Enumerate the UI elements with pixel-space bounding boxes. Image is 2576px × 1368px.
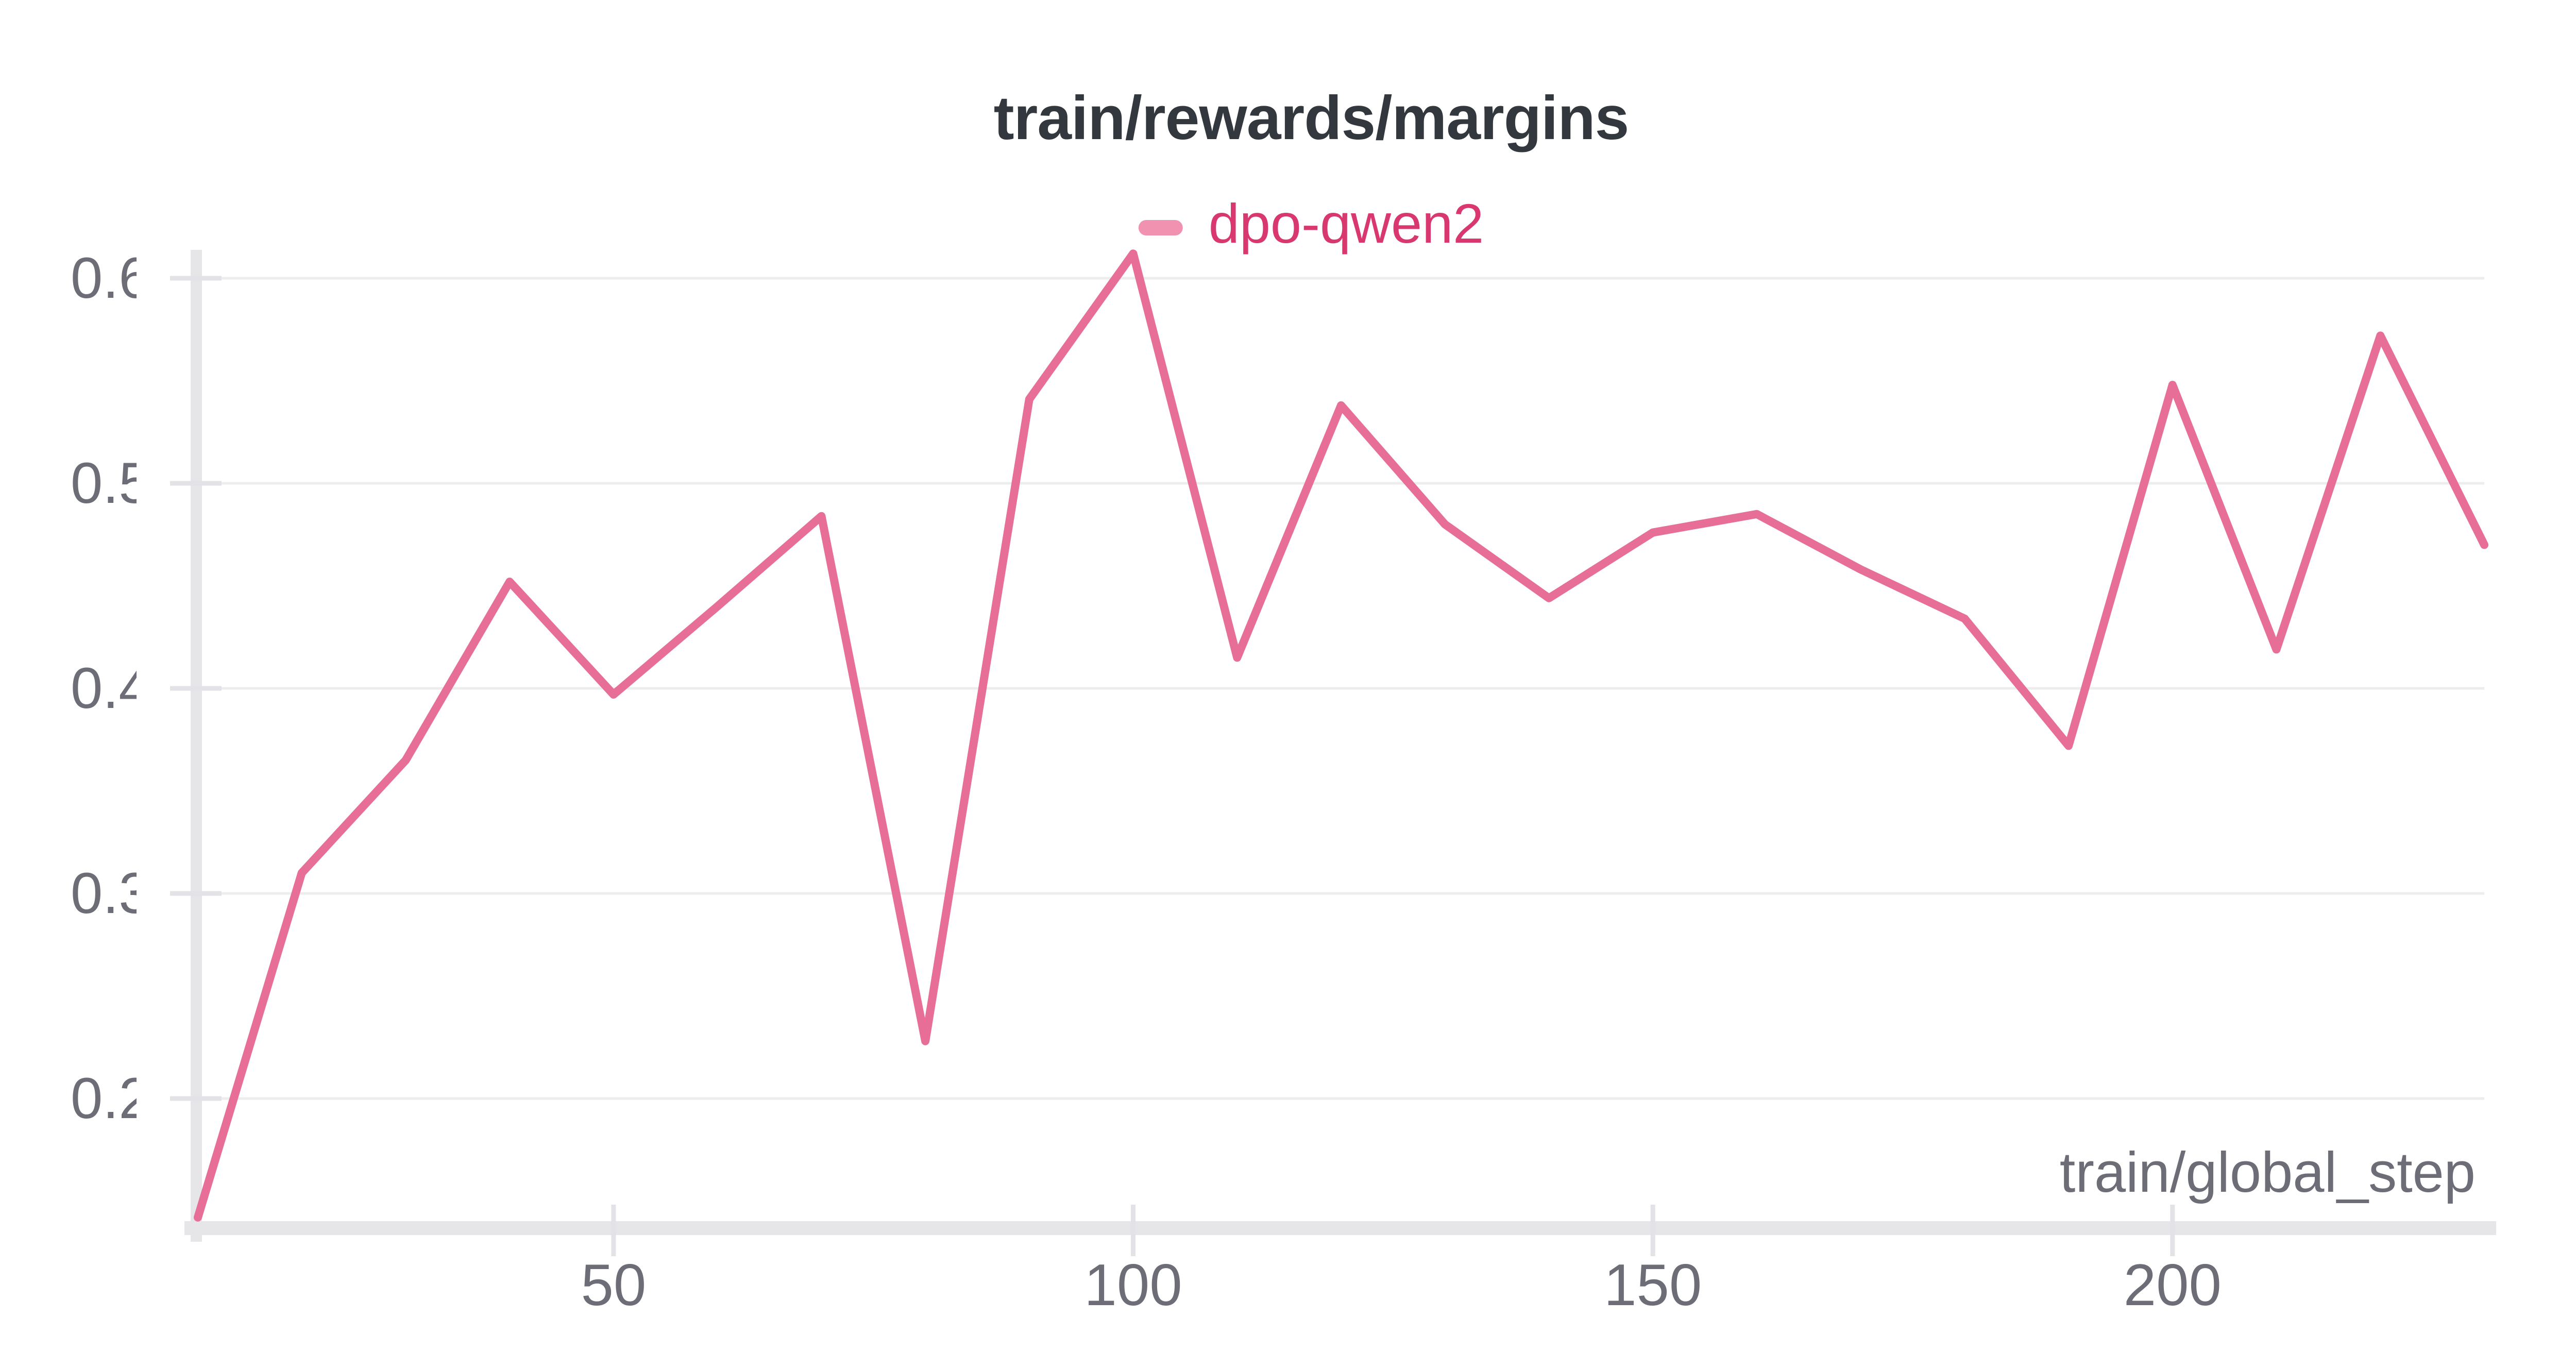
legend-line-swatch-icon xyxy=(1138,220,1183,235)
legend-series-label: dpo-qwen2 xyxy=(1208,192,1484,255)
data-line-dpo-qwen2[interactable] xyxy=(194,249,2488,1222)
x-axis-title: train/global_step xyxy=(2059,1141,2476,1204)
y-tick-label: 0.4 xyxy=(71,656,137,720)
y-tick-label: 0.3 xyxy=(71,861,137,925)
x-tick-label: 50 xyxy=(581,1253,647,1318)
y-tick-label: 0.2 xyxy=(71,1066,137,1130)
y-axis-band xyxy=(191,250,202,1242)
x-tick-label: 200 xyxy=(2123,1253,2222,1318)
x-tick-label: 100 xyxy=(1084,1253,1182,1318)
panel-title: train/rewards/margins xyxy=(993,83,1630,153)
x-tick-label: 150 xyxy=(1604,1253,1702,1318)
legend[interactable]: dpo-qwen2 xyxy=(1138,193,1484,259)
y-tick-label: 0.5 xyxy=(71,451,137,515)
x-axis-band xyxy=(184,1221,2496,1235)
y-tick-label: 0.6 xyxy=(71,246,137,310)
